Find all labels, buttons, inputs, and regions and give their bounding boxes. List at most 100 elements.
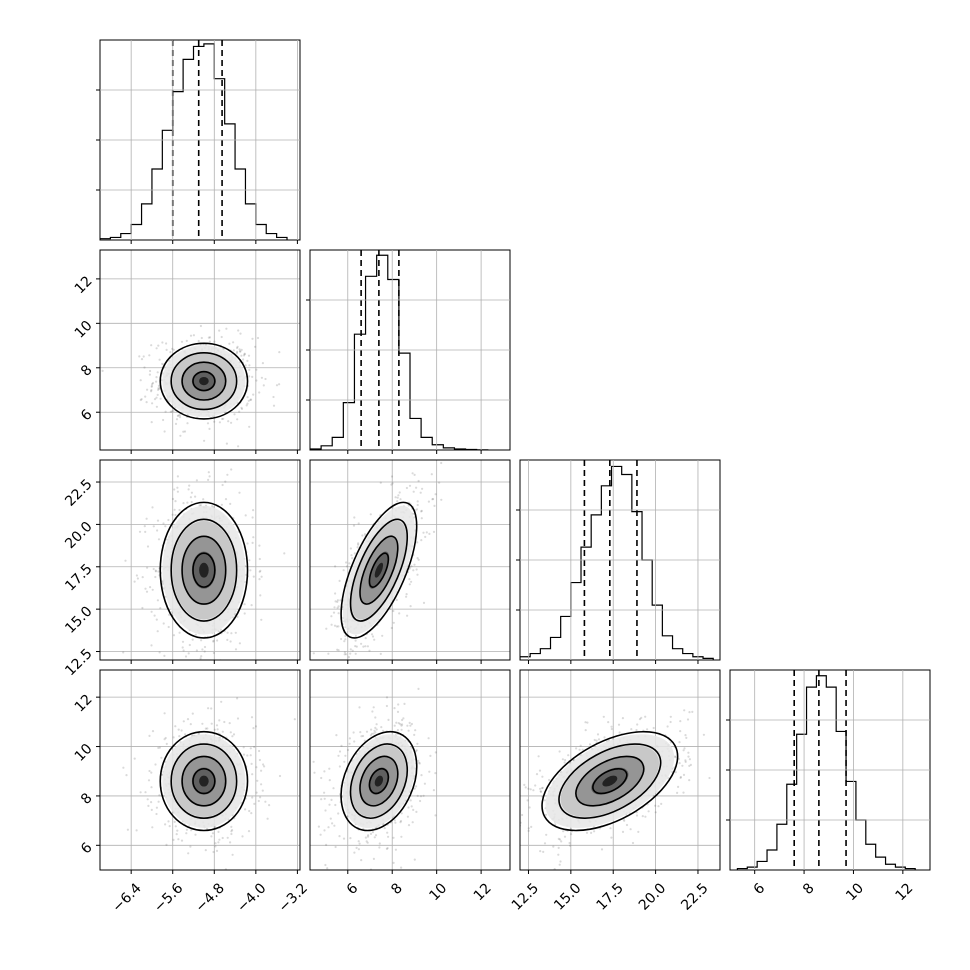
- scatter-point: [206, 727, 209, 730]
- scatter-point: [353, 516, 356, 519]
- scatter-point: [590, 831, 593, 835]
- scatter-point: [158, 794, 161, 797]
- scatter-point: [152, 567, 155, 571]
- scatter-point: [361, 662, 363, 664]
- scatter-point: [232, 733, 236, 736]
- scatter-point: [151, 506, 154, 509]
- scatter-point: [678, 741, 681, 744]
- x-tick-label: −5.6: [151, 880, 186, 915]
- scatter-point: [208, 340, 211, 343]
- scatter-point: [357, 840, 360, 843]
- scatter-point: [413, 473, 416, 476]
- scatter-point: [135, 829, 138, 832]
- scatter-point: [146, 566, 149, 569]
- contour-3-0-3: [159, 730, 249, 832]
- scatter-point: [254, 725, 258, 728]
- scatter-point: [168, 613, 171, 616]
- scatter-point: [156, 630, 159, 633]
- scatter-point: [240, 406, 243, 409]
- scatter-point: [532, 789, 535, 792]
- scatter-point: [654, 804, 657, 807]
- scatter-point: [677, 785, 680, 789]
- scatter-point: [226, 631, 229, 634]
- scatter-point: [261, 362, 264, 365]
- scatter-point: [374, 726, 377, 730]
- scatter-point: [191, 638, 194, 641]
- scatter-point: [411, 821, 414, 824]
- scatter-point: [135, 574, 138, 577]
- scatter-point: [539, 790, 542, 793]
- scatter-point: [415, 486, 418, 489]
- scatter-point: [124, 559, 127, 562]
- scatter-point: [330, 615, 333, 618]
- scatter-point: [635, 814, 639, 817]
- contour-3-0-2: [170, 743, 238, 819]
- scatter-point: [428, 770, 431, 773]
- scatter-point: [395, 721, 398, 724]
- scatter-point: [381, 634, 384, 637]
- scatter-point: [358, 842, 361, 845]
- scatter-point: [157, 538, 161, 541]
- x-tick-label: 15.0: [551, 880, 584, 913]
- scatter-point: [407, 806, 410, 809]
- scatter-point: [638, 718, 642, 721]
- scatter-point: [211, 832, 214, 835]
- scatter-point: [329, 817, 332, 820]
- scatter-point: [607, 721, 610, 724]
- scatter-point: [337, 649, 340, 652]
- scatter-point: [240, 348, 243, 351]
- scatter-point: [541, 786, 544, 789]
- scatter-point: [148, 734, 151, 738]
- scatter-point: [173, 508, 176, 511]
- scatter-point: [399, 821, 402, 824]
- scatter-point: [176, 414, 179, 418]
- scatter-point: [155, 396, 158, 399]
- scatter-point: [563, 761, 566, 764]
- scatter-point: [258, 758, 261, 762]
- scatter-point: [360, 735, 363, 738]
- scatter-point: [352, 731, 355, 734]
- x-tick-label: −4.8: [193, 880, 228, 915]
- scatter-point: [184, 733, 187, 736]
- scatter-point: [266, 817, 269, 820]
- scatter-point: [161, 341, 164, 344]
- scatter-point: [596, 733, 600, 736]
- scatter-point: [398, 612, 401, 615]
- scatter-point: [390, 483, 393, 486]
- scatter-point: [396, 496, 399, 499]
- scatter-point: [570, 833, 573, 836]
- scatter-point: [248, 809, 251, 813]
- y-tick-label: 8: [78, 362, 96, 380]
- scatter-point: [138, 530, 142, 533]
- scatter-point: [144, 395, 147, 398]
- scatter-point: [283, 552, 286, 555]
- scatter-point: [336, 599, 339, 602]
- scatter-point: [342, 837, 346, 840]
- scatter-point: [156, 393, 159, 396]
- scatter-point: [409, 724, 412, 727]
- scatter-point: [345, 565, 349, 568]
- scatter-point: [174, 725, 177, 728]
- scatter-point: [151, 730, 155, 733]
- scatter-point: [188, 484, 191, 487]
- scatter-point: [141, 576, 144, 579]
- panel-2-1: [309, 459, 511, 664]
- scatter-point: [139, 398, 142, 402]
- scatter-point: [150, 344, 153, 347]
- scatter-point: [375, 723, 378, 726]
- scatter-point: [682, 791, 685, 794]
- scatter-point: [334, 592, 337, 595]
- scatter-point: [175, 833, 178, 836]
- scatter-point: [354, 639, 357, 642]
- scatter-point: [179, 434, 182, 437]
- scatter-point: [374, 731, 377, 734]
- scatter-point: [146, 545, 150, 548]
- scatter-point: [403, 702, 406, 706]
- scatter-point: [361, 534, 364, 537]
- scatter-point: [152, 662, 154, 664]
- scatter-point: [151, 588, 154, 591]
- scatter-point: [621, 830, 625, 834]
- scatter-point: [181, 640, 185, 643]
- scatter-point: [268, 804, 271, 807]
- scatter-point: [351, 649, 354, 652]
